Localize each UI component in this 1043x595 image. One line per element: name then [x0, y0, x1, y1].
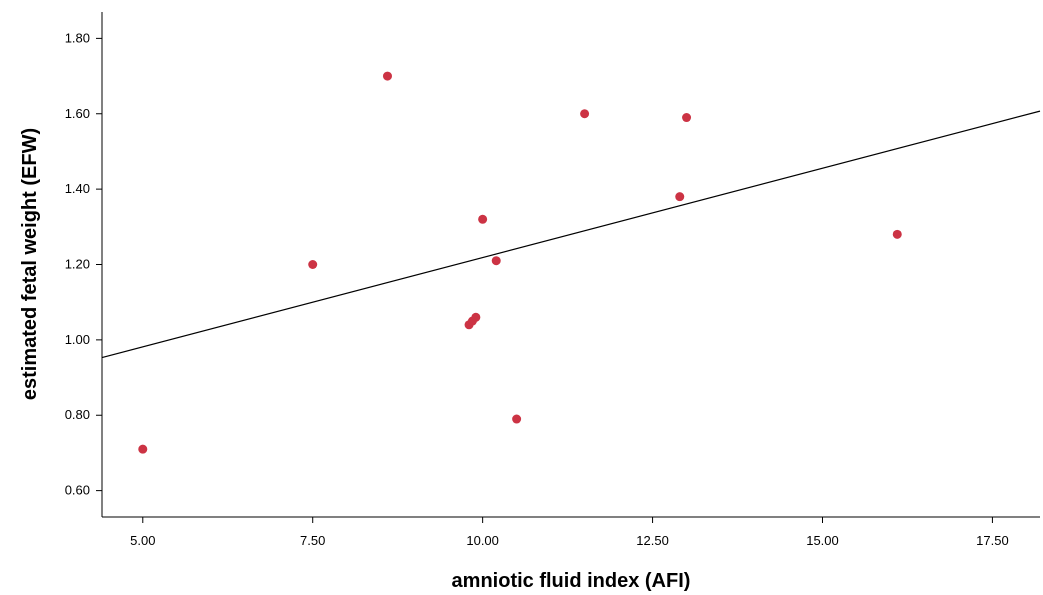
- plot-area: 0.60 0.80 1.00 1.20 1.40 1.60 1.80 5.00 7.50 10.…: [65, 12, 1041, 548]
- x-axis-title: amniotic fluid index (AFI): [452, 570, 691, 592]
- data-point: [580, 109, 590, 119]
- data-point: [382, 71, 392, 81]
- x-axis-ticks: 5.00 7.50 10.00 12.50 15.00 17.50: [130, 517, 1009, 548]
- fit-line: [101, 110, 1041, 359]
- data-point: [478, 214, 488, 224]
- x-tick-label: 17.50: [976, 533, 1009, 548]
- x-tick-label: 5.00: [130, 533, 155, 548]
- data-points: [138, 71, 902, 454]
- data-point: [675, 192, 685, 202]
- y-tick-label: 1.20: [65, 257, 90, 272]
- y-tick-label: 1.80: [65, 30, 90, 45]
- y-axis-ticks: 0.60 0.80 1.00 1.20 1.40 1.60 1.80: [65, 30, 102, 498]
- y-tick-label: 1.00: [65, 332, 90, 347]
- data-point: [308, 260, 318, 269]
- y-tick-label: 1.60: [65, 106, 90, 121]
- data-point: [138, 444, 148, 454]
- x-tick-label: 15.00: [806, 533, 839, 548]
- data-point: [682, 113, 692, 123]
- x-tick-label: 10.00: [466, 533, 499, 548]
- y-tick-label: 1.40: [65, 181, 90, 196]
- x-tick-label: 12.50: [636, 533, 669, 548]
- data-point: [512, 414, 522, 424]
- y-tick-label: 0.80: [65, 407, 90, 422]
- x-tick-label: 7.50: [300, 533, 325, 548]
- data-point: [892, 229, 902, 239]
- data-point: [491, 256, 501, 266]
- data-point: [471, 312, 481, 322]
- y-axis-title: estimated fetal weight (EFW): [19, 128, 41, 400]
- y-tick-label: 0.60: [65, 483, 90, 498]
